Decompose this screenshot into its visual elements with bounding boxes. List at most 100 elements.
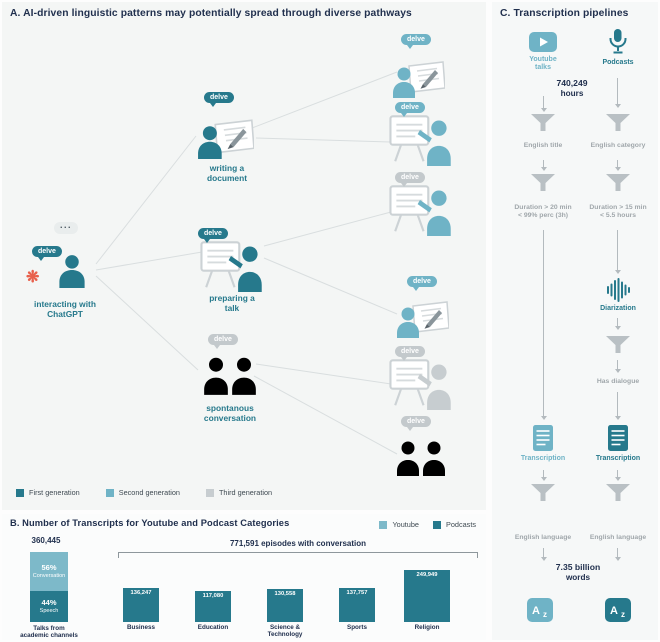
youtube-bar-caption: Talks from academic channels — [16, 625, 82, 639]
typing-dots-bubble: ... — [54, 221, 79, 234]
arrow-down-icon — [540, 548, 547, 561]
arrow-down-icon — [614, 548, 621, 561]
third-gen-swatch — [205, 488, 214, 497]
second-gen-swatch — [105, 488, 114, 497]
writing-document-icon — [393, 58, 445, 98]
delve-speech-bubble: delve — [395, 172, 425, 188]
english-language-left: English language — [514, 534, 572, 541]
node-gen2-presenter: delve — [383, 102, 457, 178]
bar-value-label: 249,949 — [416, 572, 438, 578]
language-az-icon: A z — [527, 598, 553, 622]
filter-funnel-icon — [605, 484, 631, 504]
bar-value-label: 137,757 — [346, 590, 368, 596]
chatgpt-logo-icon: ❋ — [26, 269, 40, 286]
filter-duration-left: Duration > 20 min < 99% perc (3h) — [514, 204, 571, 221]
node-preparing-talk: delve preparing a talk — [190, 224, 274, 332]
panel-b-title: B. Number of Transcripts for Youtube and… — [10, 518, 290, 528]
category-bar: 117,080 — [195, 591, 231, 622]
youtube-icon — [529, 32, 557, 52]
bar-chart: 56% Conversation 44% Speech 136,247 Business 1… — [2, 514, 486, 640]
filter-english-category: English category — [590, 142, 646, 149]
diarization-waveform-icon — [607, 278, 630, 302]
legend-label: Second generation — [118, 488, 180, 497]
panel-a-title: A. AI-driven linguistic patterns may pot… — [10, 8, 412, 19]
filter-funnel-icon — [605, 174, 631, 194]
category-label: Religion — [414, 624, 440, 631]
transcription-label-podcasts: Transcription — [595, 455, 641, 462]
conversation-seg-label: Conversation — [32, 572, 66, 579]
words-total: 7.35 billion words — [549, 562, 607, 583]
delve-text: delve — [210, 93, 228, 101]
legend-item-first-gen: First generation — [16, 488, 80, 497]
delve-speech-bubble: delve — [204, 92, 234, 108]
node-gen3-conversation: delve — [385, 416, 459, 490]
node-label: interacting with ChatGPT — [34, 299, 96, 319]
filter-duration-right: Duration > 15 min < 5.5 hours — [589, 204, 646, 221]
generation-legend: First generation Second generation Third… — [16, 488, 272, 497]
delve-speech-bubble: delve — [401, 416, 431, 432]
legend-label: Third generation — [218, 488, 273, 497]
node-spontanous-conversation: delve spontanous conversation — [186, 332, 274, 444]
pathway-connector-lines — [95, 71, 398, 455]
speech-pct: 44% — [41, 598, 57, 608]
az-letter-a: A — [532, 605, 540, 617]
duration-line: < 99% perc (3h) — [517, 212, 569, 220]
delve-speech-bubble: delve — [198, 228, 228, 244]
duration-line: Duration > 20 min — [514, 204, 572, 211]
node-label: spontanous conversation — [203, 403, 257, 423]
speech-seg-label: Speech — [39, 607, 59, 614]
delve-text: delve — [401, 103, 419, 111]
delve-text: delve — [214, 335, 232, 343]
node-interacting-chatgpt: ... delve ❋ interacting with ChatGPT — [10, 220, 120, 336]
delve-speech-bubble: delve — [395, 346, 425, 362]
presentation-board-icon — [389, 114, 451, 166]
bar-value-label: 130,558 — [274, 591, 296, 597]
legend-item-second-gen: Second generation — [105, 488, 180, 497]
az-letter-a: A — [610, 605, 618, 617]
filter-funnel-icon — [605, 336, 631, 356]
person-icon — [54, 252, 90, 288]
arrow-down-icon — [540, 230, 547, 420]
delve-text: delve — [407, 417, 425, 425]
filter-funnel-icon — [530, 484, 556, 504]
legend-label: Youtube — [392, 520, 419, 529]
filter-funnel-icon — [530, 174, 556, 194]
words-value: 7.35 billion — [555, 562, 601, 572]
node-writing-document: delve writing a document — [184, 90, 270, 200]
category-bar: 136,247 — [123, 588, 159, 622]
category-bar: 249,949 — [404, 570, 450, 622]
legend-item-third-gen: Third generation — [205, 488, 273, 497]
node-gen3-presenter: delve — [383, 172, 457, 248]
category-label: Science & Technology — [267, 624, 303, 638]
arrow-down-icon — [614, 78, 621, 108]
arrow-down-icon — [614, 318, 621, 330]
category-bar: 130,558 — [267, 589, 303, 622]
delve-speech-bubble: delve — [401, 34, 431, 50]
transcript-document-icon — [608, 425, 628, 451]
arrow-down-icon — [614, 360, 621, 373]
writing-document-icon — [198, 116, 254, 159]
speech-segment: 44% Speech — [30, 591, 68, 622]
transcription-label-youtube: Transcription — [520, 455, 566, 462]
filter-english-title: English title — [523, 142, 563, 149]
caption-line: academic channels — [20, 632, 78, 640]
conversation-segment: 56% Conversation — [30, 552, 68, 591]
presentation-board-icon — [389, 358, 451, 410]
az-letter-z: z — [543, 610, 547, 619]
bar-value-label: 117,080 — [202, 593, 224, 599]
chart-legend: Youtube Podcasts — [379, 520, 476, 529]
node-gen2-writer-2: delve — [389, 276, 459, 350]
delve-text: delve — [407, 35, 425, 43]
hours-unit: hours — [560, 88, 584, 98]
bracket-label: 771,591 episodes with conversation — [229, 539, 367, 548]
arrow-down-icon — [614, 230, 621, 274]
english-language-right: English language — [589, 534, 647, 541]
podcasts-swatch — [432, 520, 441, 529]
hours-value: 740,249 — [556, 78, 588, 88]
category-label: Sports — [347, 624, 367, 631]
category-label: Business — [127, 624, 155, 631]
node-gen2-writer: delve — [387, 34, 457, 108]
arrow-down-icon — [614, 160, 621, 171]
delve-text: delve — [204, 229, 222, 237]
